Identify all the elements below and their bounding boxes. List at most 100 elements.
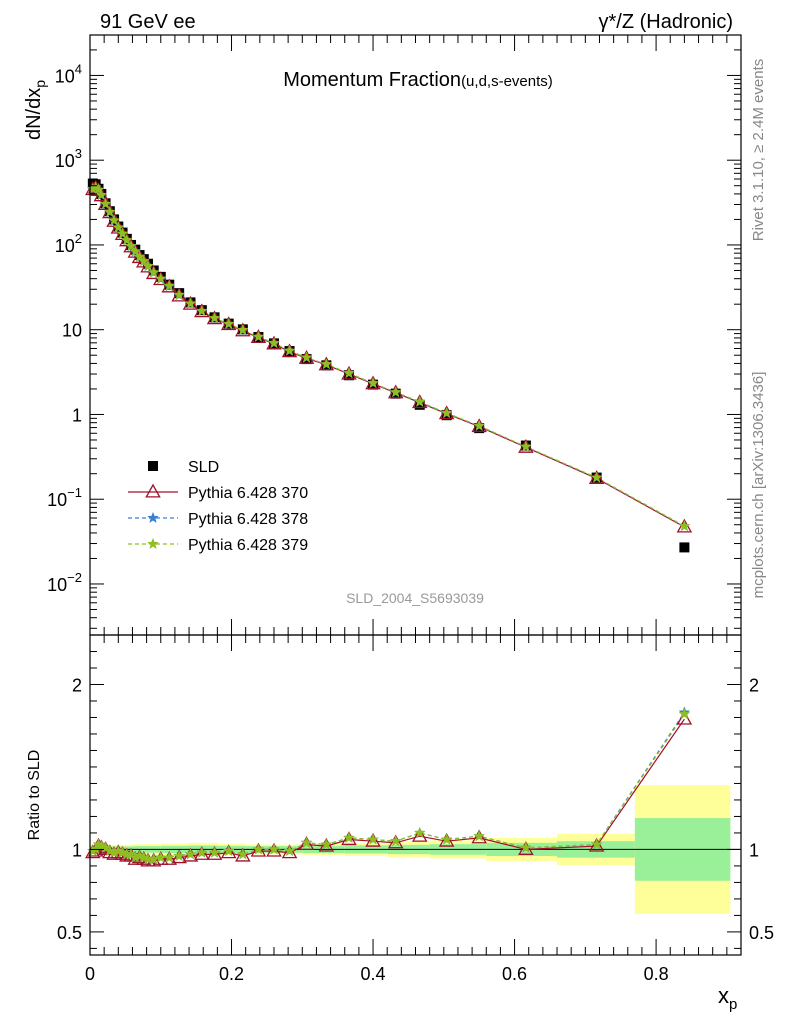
ratio-point-2 — [590, 838, 603, 850]
plot-title: Momentum Fraction(u,d,s-events) — [283, 69, 553, 91]
mc-point-2 — [343, 366, 355, 379]
ratio-point-0 — [266, 842, 282, 857]
ratio-point-2 — [413, 826, 426, 838]
main-y-axis-label-sub: p — [32, 80, 48, 88]
x-tick-label: 0.4 — [361, 964, 386, 984]
mc-point-2 — [92, 183, 105, 195]
mc-point-2 — [99, 197, 112, 209]
mc-point-2 — [236, 323, 249, 336]
mc-point-2 — [283, 344, 296, 356]
ratio-point-0 — [341, 831, 357, 846]
mc-point-2 — [125, 239, 137, 252]
ratio-point-2 — [283, 844, 296, 857]
mc-point-2 — [389, 386, 402, 398]
ratio-y-axis-label: Ratio to SLD — [26, 750, 43, 841]
mc-point-2 — [154, 272, 167, 284]
ratio-y-tick-label-right: 0.5 — [749, 923, 774, 943]
main-y-tick-label: 10−1 — [47, 485, 82, 510]
ratio-point-0 — [182, 847, 199, 862]
main-y-tick-label: 103 — [55, 146, 82, 171]
legend-label: Pythia 6.428 379 — [188, 537, 308, 554]
mc-point-2 — [133, 250, 146, 262]
ratio-point-0 — [318, 837, 335, 852]
ratio-uncertainty-bands — [90, 785, 741, 914]
main-y-tick-label-exp: 4 — [75, 61, 82, 76]
x-axis-label: xp — [718, 983, 737, 1013]
main-y-tick-label: 104 — [55, 61, 82, 86]
mc-point-2 — [222, 317, 235, 329]
ratio-point-0 — [194, 846, 210, 860]
ratio-point-2 — [163, 851, 176, 863]
ratio-y-tick-label-left: 0.5 — [57, 923, 82, 943]
main-y-tick-label-base: 10 — [62, 321, 82, 341]
mc-point-2 — [440, 406, 453, 419]
ratio-point-2 — [678, 707, 691, 720]
x-tick-label: 0.8 — [644, 964, 669, 984]
ratio-point-2 — [236, 848, 249, 860]
analysis-watermark: SLD_2004_S5693039 — [346, 590, 484, 606]
ratio-point-0 — [206, 846, 223, 860]
ratio-point-2 — [184, 848, 197, 860]
ratio-point-2 — [440, 833, 453, 845]
main-y-axis-label-base: dN/dx — [23, 88, 45, 140]
ratio-point-0 — [471, 829, 487, 844]
sld-point — [414, 399, 425, 410]
rivet-version-label: Rivet 3.1.10, ≥ 2.4M events — [750, 59, 767, 242]
main-y-tick-label: 102 — [55, 231, 82, 256]
mc-point-2 — [590, 471, 603, 483]
sld-point — [679, 542, 690, 553]
main-y-tick-label-base: 1 — [72, 405, 82, 425]
mc-point-2 — [367, 376, 379, 389]
mc-point-2 — [142, 259, 154, 271]
mc-point-2 — [112, 221, 125, 233]
ratio-point-2 — [208, 846, 221, 858]
ratio-point-2 — [300, 836, 313, 848]
legend-label: Pythia 6.428 378 — [188, 511, 308, 528]
ratio-point-2 — [92, 838, 105, 850]
mc-point-2 — [195, 304, 208, 317]
main-y-tick-label: 1 — [72, 405, 82, 425]
mc-point-2 — [147, 266, 160, 278]
ratio-point-0 — [387, 834, 404, 849]
ratio-point-0 — [281, 844, 298, 859]
mc-point-2 — [173, 288, 186, 300]
legend-label: Pythia 6.428 370 — [188, 485, 308, 502]
mc-point-2 — [184, 297, 197, 309]
ratio-point-0 — [235, 847, 251, 862]
ratio-y-tick-label-right: 1 — [749, 840, 759, 860]
mc-point-2 — [208, 311, 221, 324]
mc-point-2 — [108, 214, 120, 226]
main-y-tick-label-base: 10 — [47, 575, 67, 595]
mc-point-2 — [129, 245, 142, 257]
ratio-point-2 — [195, 846, 208, 858]
ratio-point-0 — [365, 832, 381, 847]
main-y-axis-label: dN/dxp — [23, 80, 48, 140]
mc-point-2 — [95, 188, 108, 201]
ratio-point-2 — [320, 838, 333, 850]
legend-marker — [147, 537, 159, 550]
ratio-point-2 — [367, 833, 379, 845]
main-y-tick-label-exp: −2 — [67, 570, 82, 585]
mc-point-2 — [473, 419, 486, 431]
ratio-point-0 — [411, 827, 428, 842]
mc-point-2 — [163, 279, 176, 291]
ratio-line-2 — [92, 713, 685, 860]
mc-point-2 — [137, 254, 150, 267]
axis-ticks — [89, 34, 742, 955]
mc-point-2 — [268, 336, 280, 349]
main-y-tick-label-exp: −1 — [67, 485, 82, 500]
legend: SLD Pythia 6.428 370 Pythia 6.428 378 Pythi… — [128, 459, 308, 554]
x-axis-label-sub: p — [729, 996, 737, 1013]
ratio-point-0 — [220, 844, 237, 859]
main-y-tick-label-base: 10 — [55, 151, 75, 171]
x-tick-label: 0 — [85, 964, 95, 984]
ratio-point-2 — [252, 843, 265, 855]
mc-point-2 — [413, 395, 426, 407]
header-left: 91 GeV ee — [100, 11, 196, 33]
data-points — [85, 178, 693, 867]
ratio-point-2 — [519, 841, 532, 853]
mc-point-2 — [320, 357, 333, 370]
plot-title-sub: (u,d,s-events) — [461, 73, 553, 90]
